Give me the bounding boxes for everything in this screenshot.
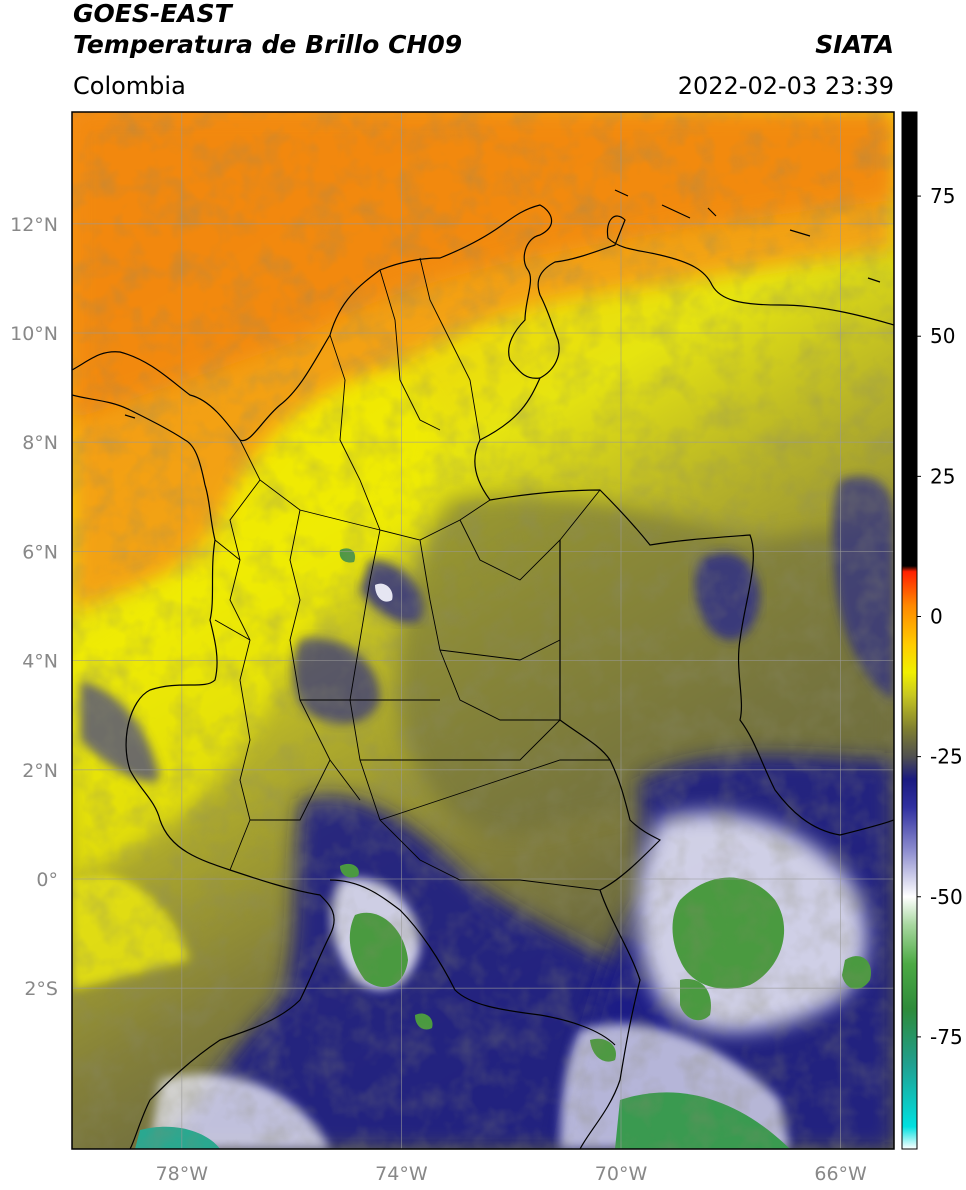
border-colombia-peru-ecuador xyxy=(329,879,616,1046)
colorbar-labels: 75 50 25 0 -25 -50 -75 xyxy=(917,184,963,1049)
lat-tick-label-1: 10°N xyxy=(10,323,58,345)
map-frame xyxy=(71,111,895,1150)
title-line1: GOES-EAST xyxy=(73,0,232,28)
graticule xyxy=(72,112,894,1149)
colorbar-tick-label-0: 75 xyxy=(930,184,955,208)
datetime-label: 2022-02-03 23:39 xyxy=(677,72,894,100)
colorbar-tick-label-6: -75 xyxy=(930,1025,963,1049)
coastline-pacific-caribbean xyxy=(72,204,894,442)
lat-tick-label-0: 12°N xyxy=(10,214,58,236)
lat-tick-label-7: 2°S xyxy=(24,978,58,1000)
latitude-labels: 12°N 10°N 8°N 6°N 4°N 2°N 0° 2°S xyxy=(10,214,58,1000)
colorbar-tick-label-1: 50 xyxy=(930,324,955,348)
coastline-islands xyxy=(124,189,881,419)
coastline-panama xyxy=(72,394,206,486)
lon-tick-label-2: 70°W xyxy=(595,1163,648,1185)
departmental-borders xyxy=(214,257,610,891)
boundaries xyxy=(72,189,894,1149)
lat-tick-label-4: 4°N xyxy=(22,651,58,673)
colorbar-tick-label-2: 25 xyxy=(930,464,955,488)
lat-tick-label-3: 6°N xyxy=(22,541,58,563)
title-line2: Temperatura de Brillo CH09 xyxy=(73,30,463,59)
colorbar-tick-label-3: 0 xyxy=(930,604,943,628)
region-label: Colombia xyxy=(73,72,186,100)
colorbar-tick-label-4: -25 xyxy=(930,745,963,769)
colorbar-frame xyxy=(901,111,918,1150)
colorbar-tick-label-5: -50 xyxy=(930,885,963,909)
imagery-texture xyxy=(72,112,894,1149)
colorbar: 75 50 25 0 -25 -50 -75 xyxy=(901,111,963,1150)
longitude-labels: 78°W 74°W 70°W 66°W xyxy=(156,1163,867,1185)
lon-tick-label-1: 74°W xyxy=(375,1163,428,1185)
lat-tick-label-2: 8°N xyxy=(22,432,58,454)
border-colombia-venezuela xyxy=(474,377,894,836)
lon-tick-label-3: 66°W xyxy=(814,1163,867,1185)
source-label: SIATA xyxy=(815,30,894,59)
coastline-pacific-south xyxy=(125,484,335,1149)
lon-tick-label-0: 78°W xyxy=(156,1163,209,1185)
lat-tick-label-6: 0° xyxy=(36,869,58,891)
imagery-layer xyxy=(72,112,894,1149)
lat-tick-label-5: 2°N xyxy=(22,760,58,782)
colorbar-gradient xyxy=(902,112,917,1149)
